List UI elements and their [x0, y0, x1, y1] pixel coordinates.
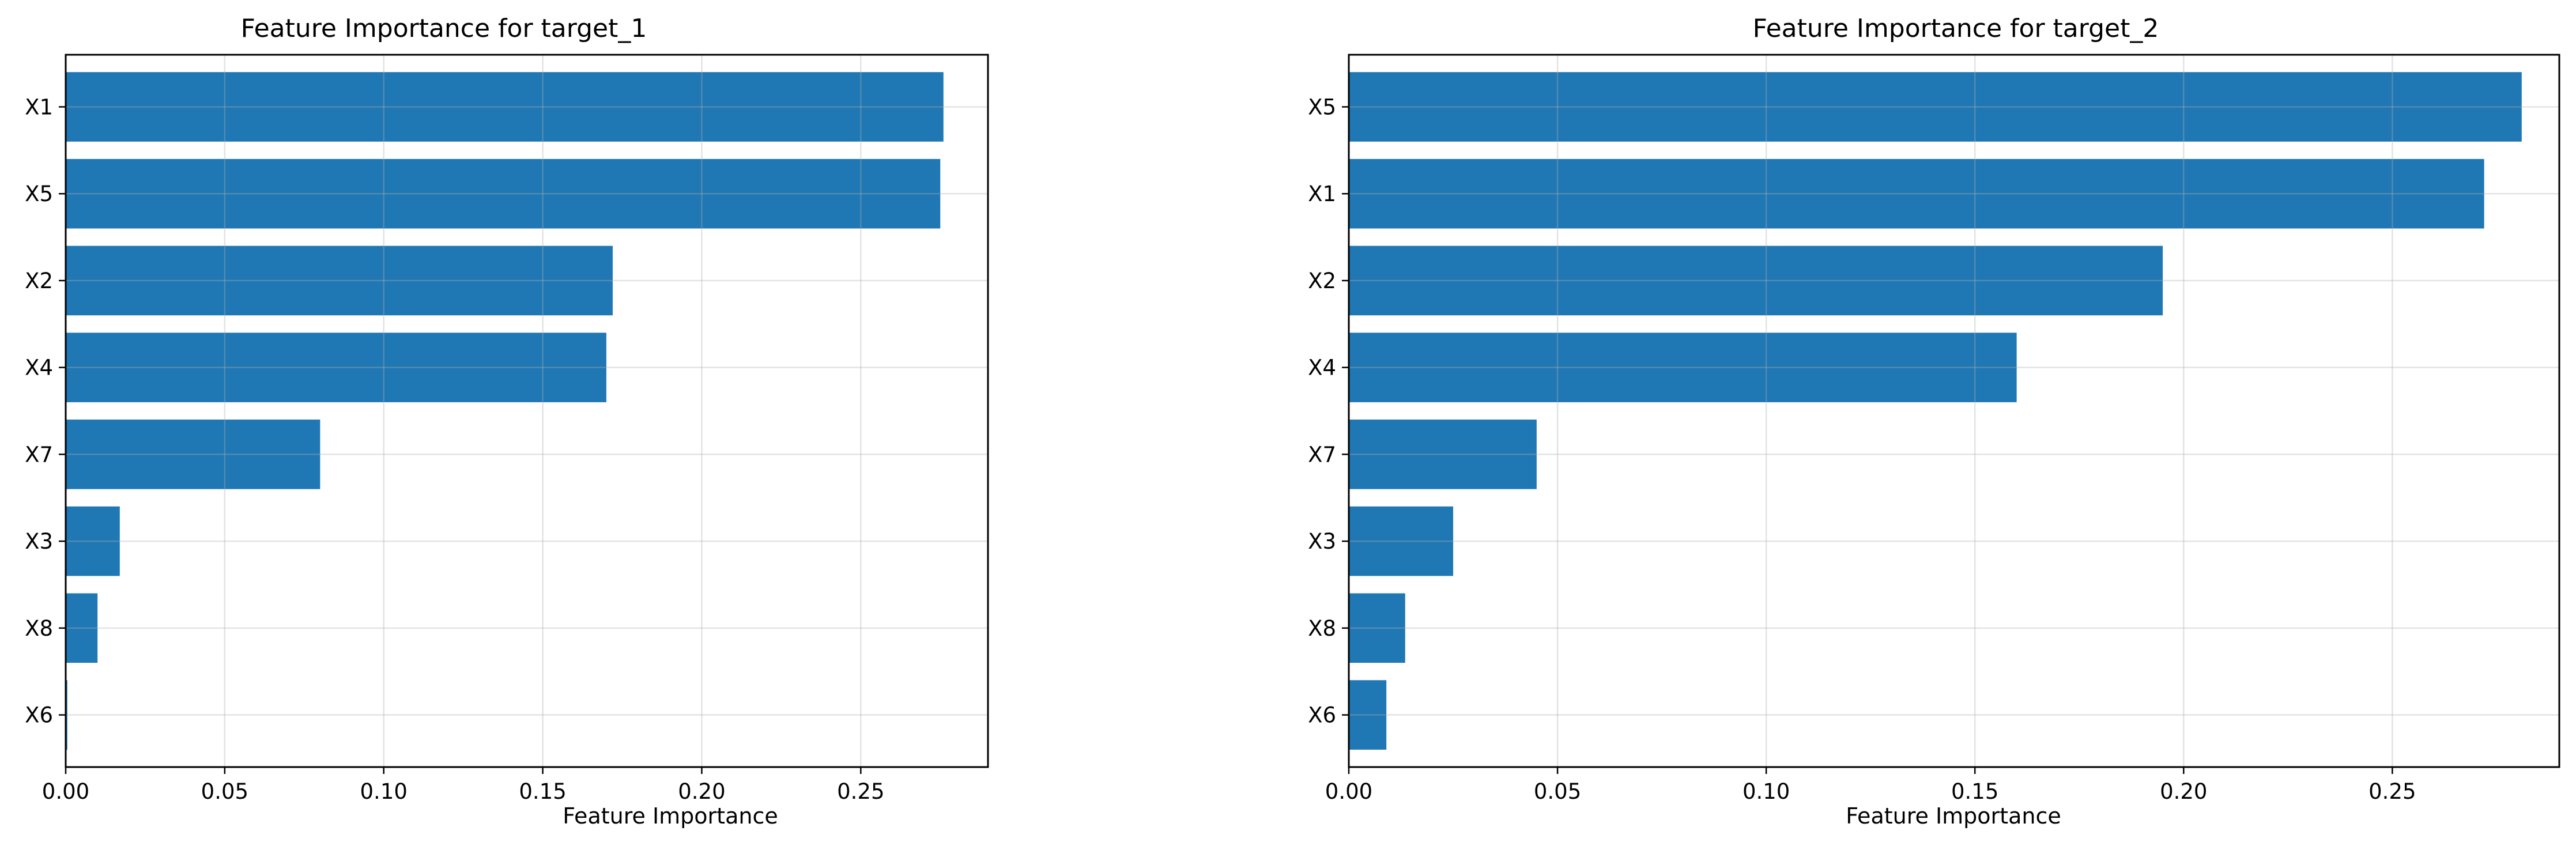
x-tick-label: 0.25	[837, 779, 884, 804]
y-axis: X5 X1 X2 X4 X7 X3 X8 X6	[1308, 95, 1349, 728]
grid	[65, 55, 988, 767]
plot-frame	[1348, 54, 2560, 768]
bar-x5	[1349, 72, 2522, 142]
x-tick-label: 0.00	[1325, 779, 1372, 804]
x-tick-label: 0.00	[42, 779, 89, 804]
y-tick-label: X3	[25, 529, 53, 554]
bar-x2	[1349, 246, 2163, 316]
bar-x8	[1349, 593, 1405, 663]
x-axis: 0.00 0.05 0.10 0.15 0.20 0.25	[1325, 767, 2416, 804]
y-tick-label: X8	[1308, 616, 1336, 641]
y-tick-label: X6	[1308, 703, 1336, 728]
bar-x7	[66, 420, 320, 489]
bar-x3	[66, 506, 120, 576]
subplot-target-2: Feature Importance for target_2 X5 X1 X2 X4…	[1308, 14, 2560, 829]
bar-x4	[66, 333, 606, 402]
y-tick-label: X2	[1308, 269, 1336, 293]
y-tick-label: X3	[1308, 529, 1336, 554]
bar-x7	[1349, 420, 1537, 489]
x-tick-label: 0.05	[1534, 779, 1581, 804]
x-tick-label: 0.10	[360, 779, 408, 804]
bar-x3	[1349, 506, 1454, 576]
bar-series	[1349, 72, 2522, 750]
bar-series	[66, 72, 944, 750]
y-tick-label: X4	[1308, 356, 1336, 380]
y-tick-label: X8	[25, 616, 53, 641]
y-tick-label: X4	[25, 356, 53, 380]
x-tick-label: 0.10	[1743, 779, 1790, 804]
bar-x2	[66, 246, 613, 316]
y-axis: X1 X5 X2 X4 X7 X3 X8 X6	[25, 95, 66, 728]
y-tick-label: X1	[1308, 182, 1336, 206]
x-axis-label: Feature Importance	[1846, 803, 2061, 829]
x-axis-label: Feature Importance	[563, 803, 778, 829]
x-tick-label: 0.15	[1951, 779, 1998, 804]
x-tick-label: 0.25	[2368, 779, 2416, 804]
bar-x6	[1349, 680, 1387, 750]
y-tick-label: X1	[25, 95, 53, 119]
chart-title: Feature Importance for target_2	[1753, 14, 2159, 43]
bar-x1	[1349, 158, 2484, 229]
y-tick-label: X6	[25, 703, 53, 728]
chart-title: Feature Importance for target_1	[241, 14, 647, 43]
y-tick-label: X5	[1308, 95, 1336, 119]
x-tick-label: 0.05	[201, 779, 248, 804]
bar-x1	[66, 72, 944, 142]
subplot-target-1: Feature Importance for target_1 X1 X5 X2 X4…	[25, 14, 989, 829]
plot-frame	[65, 54, 989, 768]
y-tick-label: X7	[1308, 442, 1336, 467]
bar-x4	[1349, 333, 2017, 402]
x-tick-label: 0.20	[678, 779, 725, 804]
x-tick-label: 0.15	[519, 779, 566, 804]
x-tick-label: 0.20	[2160, 779, 2207, 804]
y-tick-label: X5	[25, 182, 53, 206]
y-tick-label: X7	[25, 442, 53, 467]
bar-x8	[66, 593, 98, 663]
x-axis: 0.00 0.05 0.10 0.15 0.20 0.25	[42, 767, 885, 804]
y-tick-label: X2	[25, 269, 53, 293]
bar-x5	[66, 158, 941, 229]
